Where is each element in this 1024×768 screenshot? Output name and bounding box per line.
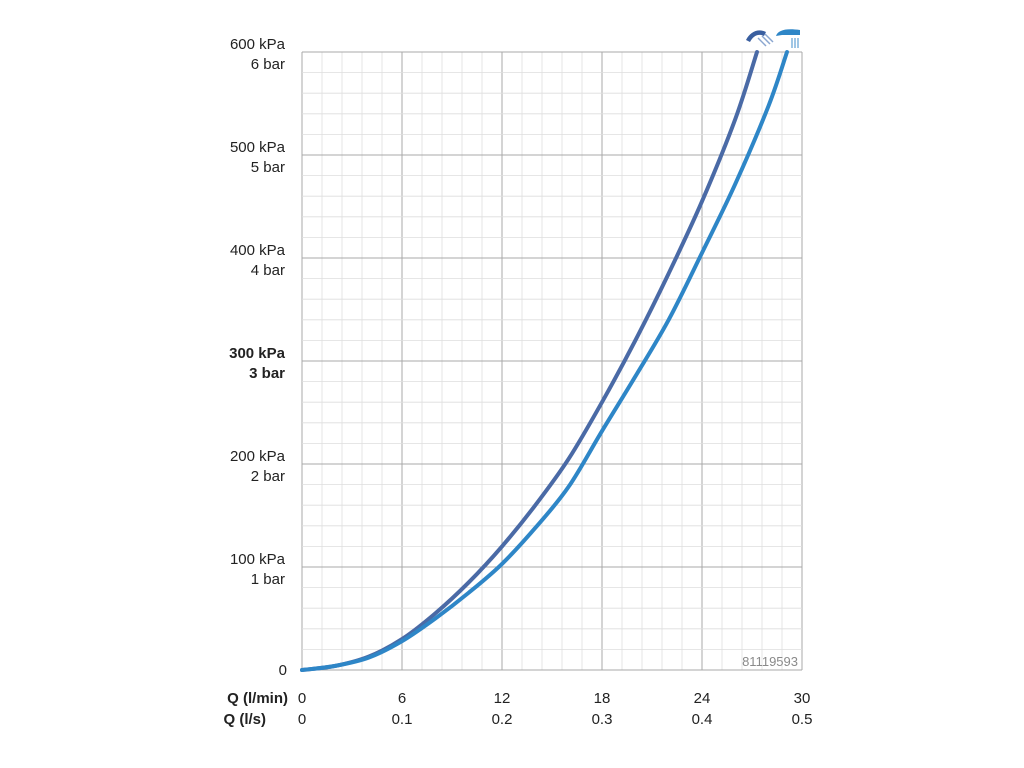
y-tick-label-bar: 4 bar: [251, 262, 285, 279]
product-code-label: 81119593: [742, 654, 798, 669]
series-lines: [300, 50, 789, 672]
x-tick-label-primary: 18: [594, 690, 611, 707]
y-tick-label-kpa: 200 kPa: [230, 448, 286, 465]
y-tick-label-kpa: 100 kPa: [230, 551, 286, 568]
grid: [301, 51, 803, 671]
y-axis-ticks: 0 100 kPa 1 bar 200 kPa 2 bar 300 kPa 3 bar 400…: [229, 36, 287, 679]
x-tick-label-secondary: 0.3: [592, 711, 613, 728]
x-tick-label-secondary: 0.4: [692, 711, 713, 728]
x-tick-label-primary: 0: [298, 690, 306, 707]
y-tick-label-kpa: 0: [279, 662, 287, 679]
series-line-2: [300, 50, 789, 672]
x-tick-label-secondary: 0.1: [392, 711, 413, 728]
y-tick-label-kpa: 500 kPa: [230, 139, 286, 156]
x-tick-label-primary: 12: [494, 690, 511, 707]
hand-shower-jet-icon: [746, 30, 774, 47]
x-tick-label-primary: 24: [694, 690, 711, 707]
y-tick-label-kpa: 400 kPa: [230, 242, 286, 259]
y-tick-label-kpa: 300 kPa: [229, 345, 286, 362]
y-tick-label-bar: 1 bar: [251, 571, 285, 588]
x-tick-label-primary: 6: [398, 690, 406, 707]
y-tick-label-bar: 6 bar: [251, 56, 285, 73]
overhead-shower-icon: [776, 29, 800, 48]
x-tick-label-primary: 30: [794, 690, 811, 707]
x-tick-label-secondary: 0.2: [492, 711, 513, 728]
y-tick-label-bar: 3 bar: [249, 365, 285, 382]
x-tick-label-secondary: 0: [298, 711, 306, 728]
y-tick-label-kpa: 600 kPa: [230, 36, 286, 53]
x-axis-label-secondary: Q (l/s): [223, 711, 266, 728]
y-tick-label-bar: 2 bar: [251, 468, 285, 485]
x-tick-label-secondary: 0.5: [792, 711, 813, 728]
x-axis-label-primary: Q (l/min): [227, 690, 288, 707]
x-axis-ticks: 0 0 6 0.1 12 0.2 18 0.3 24 0.4 30 0.5: [298, 690, 813, 728]
y-tick-label-bar: 5 bar: [251, 159, 285, 176]
